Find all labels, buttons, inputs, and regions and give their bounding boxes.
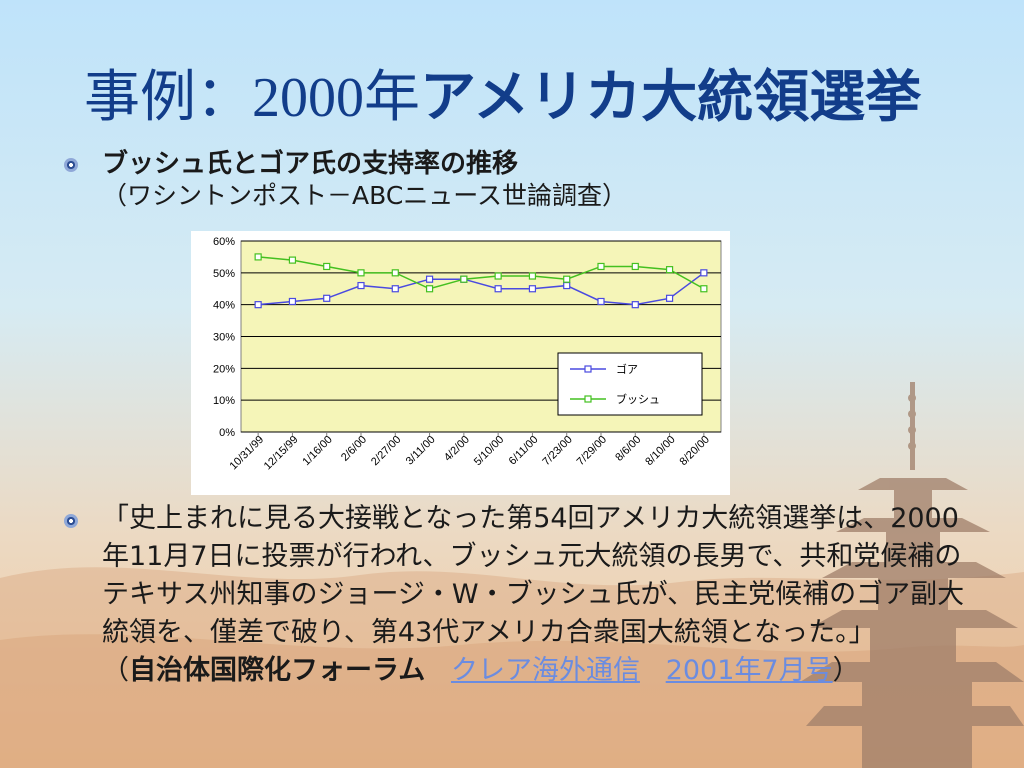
- data-point: [597, 297, 605, 306]
- x-tick-label: 6/11/00: [507, 434, 541, 468]
- legend-label: ブッシュ: [616, 392, 660, 406]
- data-point: [563, 281, 571, 290]
- series-line-2: [258, 256, 705, 290]
- data-point: [665, 266, 674, 274]
- data-point: [631, 262, 639, 271]
- y-tick-label: 10%: [213, 395, 235, 407]
- data-point: [665, 294, 674, 302]
- data-point: [563, 275, 571, 283]
- bullet-1-subheading: （ワシントンポスト－ABCニュース世論調査）: [102, 181, 628, 210]
- data-point: [631, 301, 639, 309]
- title-year: 2000年: [252, 67, 420, 129]
- source-open: （: [102, 655, 129, 686]
- data-point: [700, 269, 708, 277]
- quote-text: 「史上まれに見る大接戦となった第54回アメリカ大統領選挙は、2000年11月7日…: [102, 503, 965, 648]
- data-point: [254, 301, 262, 309]
- data-point: [494, 272, 502, 280]
- x-tick-label: 7/23/00: [540, 434, 574, 468]
- y-tick-label: 50%: [213, 268, 235, 280]
- legend-marker: [584, 395, 592, 403]
- data-point: [494, 285, 502, 293]
- title-main: アメリカ大統領選挙: [420, 65, 922, 130]
- series-line-1: [258, 272, 705, 306]
- x-tick-label: 4/2/00: [442, 434, 472, 464]
- x-tick-label: 10/31/99: [227, 434, 266, 473]
- y-tick-label: 40%: [213, 300, 235, 312]
- y-tick-label: 0%: [219, 427, 235, 439]
- data-point: [254, 253, 262, 261]
- x-tick-label: 12/15/99: [262, 434, 301, 473]
- x-tick-label: 8/10/00: [643, 434, 677, 468]
- y-tick-label: 20%: [213, 363, 235, 375]
- data-point: [425, 275, 434, 283]
- x-tick-label: 2/6/00: [339, 434, 369, 464]
- legend-label: ゴア: [616, 362, 638, 376]
- legend-marker: [584, 365, 592, 373]
- x-tick-label: 8/6/00: [613, 434, 643, 464]
- chart-legend: [557, 352, 703, 416]
- data-point: [597, 262, 605, 271]
- x-tick-label: 2/27/00: [369, 434, 403, 468]
- data-point: [288, 256, 297, 264]
- data-point: [391, 285, 399, 293]
- data-point: [528, 272, 537, 280]
- bullet-1: ブッシュ氏とゴア氏の支持率の推移 （ワシントンポスト－ABCニュース世論調査）: [102, 148, 982, 212]
- y-tick-label: 60%: [213, 236, 235, 248]
- bullet-icon: [64, 514, 78, 528]
- slide-title: 事例：2000年アメリカ大統領選挙: [84, 60, 984, 136]
- source-link-clair[interactable]: クレア海外通信: [450, 655, 640, 686]
- data-point: [357, 269, 365, 277]
- data-point: [528, 285, 537, 293]
- data-point: [391, 269, 399, 277]
- x-tick-label: 8/20/00: [678, 434, 712, 468]
- bullet-2: 「史上まれに見る大接戦となった第54回アメリカ大統領選挙は、2000年11月7日…: [102, 500, 972, 690]
- data-point: [460, 275, 468, 283]
- x-tick-label: 1/16/00: [300, 434, 334, 468]
- source-name: 自治体国際化フォーラム: [129, 655, 426, 686]
- data-point: [323, 262, 331, 271]
- source-close: ）: [832, 655, 860, 686]
- data-point: [357, 281, 365, 290]
- data-point: [700, 285, 708, 293]
- title-prefix: 事例：: [84, 67, 252, 129]
- bullet-1-heading: ブッシュ氏とゴア氏の支持率の推移: [102, 149, 519, 179]
- x-tick-label: 5/10/00: [472, 434, 506, 468]
- x-tick-label: 3/11/00: [404, 434, 438, 468]
- source-line: （自治体国際化フォーラム クレア海外通信 2001年7月号）: [102, 652, 972, 690]
- x-tick-label: 7/29/00: [575, 434, 609, 468]
- bullet-icon: [64, 158, 78, 172]
- data-point: [323, 294, 331, 302]
- y-tick-label: 30%: [213, 332, 235, 344]
- data-point: [425, 285, 434, 293]
- source-link-issue[interactable]: 2001年7月号: [665, 655, 833, 686]
- data-point: [288, 297, 297, 306]
